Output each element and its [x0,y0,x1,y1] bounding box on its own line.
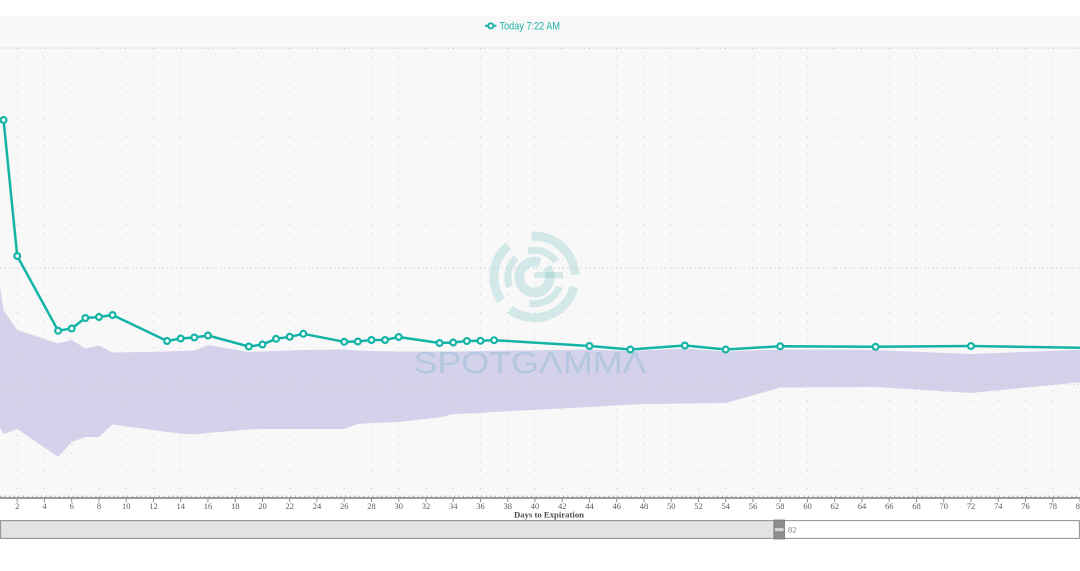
svg-text:78: 78 [1048,501,1057,511]
svg-text:16: 16 [204,501,213,511]
svg-text:80: 80 [1076,501,1080,511]
svg-text:Today 7:22 AM: Today 7:22 AM [500,20,561,32]
svg-text:18: 18 [231,501,240,511]
svg-text:60: 60 [803,501,812,511]
svg-text:58: 58 [776,501,785,511]
svg-text:26: 26 [340,501,349,511]
svg-text:74: 74 [994,501,1003,511]
svg-text:2: 2 [15,501,19,511]
svg-text:32: 32 [422,501,431,511]
svg-text:28: 28 [367,501,376,511]
svg-text:68: 68 [912,501,921,511]
svg-text:20: 20 [258,501,267,511]
svg-text:72: 72 [967,501,976,511]
svg-text:48: 48 [640,501,649,511]
svg-text:SPOTGΛMMΛ: SPOTGΛMMΛ [414,346,648,380]
svg-text:34: 34 [449,501,458,511]
svg-text:56: 56 [749,501,758,511]
svg-text:66: 66 [885,501,894,511]
svg-text:24: 24 [313,501,322,511]
svg-text:76: 76 [1021,501,1030,511]
svg-text:46: 46 [612,501,621,511]
svg-text:64: 64 [858,501,867,511]
svg-text:38: 38 [503,501,512,511]
svg-text:4: 4 [42,501,47,511]
svg-text:36: 36 [476,501,485,511]
svg-text:6: 6 [70,501,74,511]
svg-text:44: 44 [585,501,594,511]
svg-text:82: 82 [788,525,797,535]
svg-text:40: 40 [531,501,540,511]
svg-text:12: 12 [149,501,158,511]
svg-text:52: 52 [694,501,703,511]
svg-text:14: 14 [176,501,185,511]
svg-text:42: 42 [558,501,567,511]
svg-text:62: 62 [830,501,839,511]
svg-text:30: 30 [394,501,403,511]
svg-text:10: 10 [122,501,131,511]
svg-text:50: 50 [667,501,676,511]
svg-text:54: 54 [721,501,730,511]
svg-text:Days to Expiration: Days to Expiration [514,509,584,519]
svg-text:8: 8 [97,501,101,511]
svg-text:22: 22 [285,501,294,511]
svg-text:70: 70 [939,501,948,511]
